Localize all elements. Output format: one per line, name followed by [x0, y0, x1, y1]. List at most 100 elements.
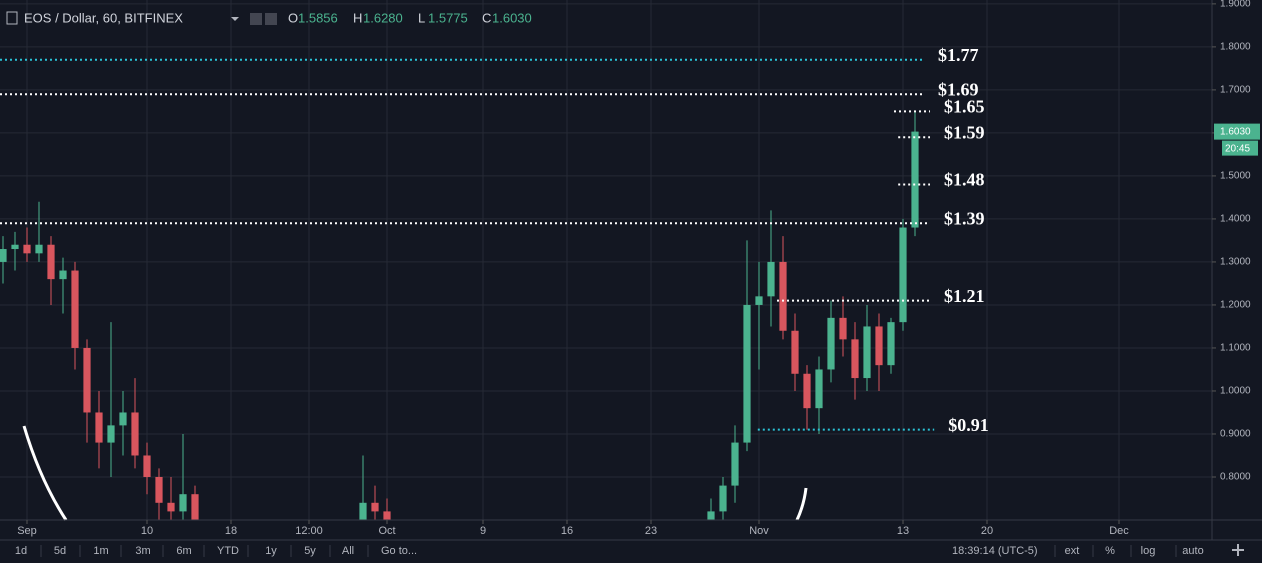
x-tick-label: 16: [561, 525, 573, 537]
level-label: $0.91: [948, 415, 989, 435]
last-price-box: [1214, 123, 1260, 140]
goto-button[interactable]: Go to...: [381, 545, 417, 557]
option-button[interactable]: log: [1141, 545, 1156, 557]
candle-body: [143, 455, 151, 477]
y-tick-label: 1.1000: [1220, 343, 1251, 354]
level-label: $1.48: [944, 170, 985, 190]
candle-body: [359, 502, 367, 520]
ohlc-key: C: [482, 10, 491, 25]
y-tick-label: 1.3000: [1220, 257, 1251, 268]
countdown: 20:45: [1225, 143, 1250, 154]
candle-body: [899, 227, 907, 323]
x-tick-label: 13: [897, 525, 909, 537]
candle-body: [35, 244, 43, 254]
range-button[interactable]: 5y: [304, 545, 316, 557]
level-label: $1.65: [944, 97, 985, 117]
ohlc-value: 1.5775: [428, 10, 468, 25]
candle-body: [0, 249, 7, 262]
y-tick-label: 0.8000: [1220, 472, 1251, 483]
ohlc-key: H: [353, 10, 362, 25]
x-tick-label: 23: [645, 525, 657, 537]
countdown-box: [1222, 140, 1258, 156]
y-tick-label: 1.7000: [1220, 85, 1251, 96]
candle-body: [743, 304, 751, 443]
range-button[interactable]: YTD: [217, 545, 239, 557]
levels: $1.77 $1.69$1.65 $1.59 $1.48 $1.39 $1.21 $0.91: [0, 45, 989, 435]
range-button[interactable]: 1d: [15, 545, 27, 557]
candles: [0, 111, 919, 520]
x-tick-label: 9: [480, 525, 486, 537]
candle-body: [59, 270, 67, 280]
ohlc-key: L: [418, 10, 425, 25]
range-button[interactable]: 1y: [265, 545, 277, 557]
candle-body: [911, 131, 919, 228]
settings-icon[interactable]: [1232, 544, 1244, 556]
x-tick-label: 10: [141, 525, 153, 537]
candle-body: [71, 270, 79, 348]
icon[interactable]: [265, 13, 277, 25]
menu-icon[interactable]: [6, 11, 18, 25]
icon[interactable]: [250, 13, 262, 25]
candle-body: [95, 412, 103, 443]
ohlc-key: O: [288, 10, 298, 25]
level-label: $1.77: [938, 45, 979, 65]
drawing-stroke: [22, 425, 68, 521]
drawing-stroke: [795, 487, 808, 521]
axes: 0.8000 0.9000 1.0000 1.1000 1.2000 1.3000 1.40…: [17, 0, 1260, 537]
candle-body: [167, 502, 175, 512]
candle-body: [887, 322, 895, 366]
x-tick-label: 20: [981, 525, 993, 537]
symbol-caret[interactable]: [231, 17, 239, 21]
candle-body: [875, 326, 883, 366]
candle-body: [371, 502, 379, 512]
y-tick-label: 1.9000: [1220, 0, 1251, 10]
candle-body: [863, 326, 871, 379]
option-button[interactable]: ext: [1065, 545, 1080, 557]
candle-body: [707, 511, 715, 520]
header: EOS / Dollar, 60, BITFINEX: [6, 10, 277, 25]
range-button[interactable]: 6m: [176, 545, 191, 557]
candle-body: [191, 494, 199, 520]
ohlc-value: 1.6280: [363, 10, 403, 25]
ohlc-value: 1.6030: [492, 10, 532, 25]
candle-body: [791, 330, 799, 374]
candle-body: [11, 244, 19, 250]
candle-body: [779, 261, 787, 331]
candle-body: [827, 317, 835, 370]
last-price-label: 1.6030: [1220, 126, 1251, 137]
level-label: $1.59: [944, 122, 985, 142]
x-tick-label: Dec: [1109, 525, 1129, 537]
x-tick-label: 18: [225, 525, 237, 537]
ohlc: O 1.5856 H 1.6280 L 1.5775 C 1.6030: [288, 10, 532, 25]
candle-body: [155, 476, 163, 503]
option-button[interactable]: auto: [1182, 545, 1203, 557]
y-tick-label: 1.4000: [1220, 214, 1251, 225]
range-button[interactable]: 3m: [135, 545, 150, 557]
y-tick-label: 1.8000: [1220, 42, 1251, 53]
y-tick-label: 1.5000: [1220, 171, 1251, 182]
candle-body: [755, 296, 763, 305]
level-label: $1.21: [944, 286, 985, 306]
option-button[interactable]: %: [1105, 545, 1115, 557]
x-tick-label: 12:00: [295, 525, 323, 537]
range-button[interactable]: 1m: [93, 545, 108, 557]
candle-body: [119, 412, 127, 426]
level-label: $1.69: [938, 79, 979, 99]
candle-body: [803, 373, 811, 409]
x-tick-label: Nov: [749, 525, 769, 537]
range-button[interactable]: All: [342, 545, 354, 557]
candle-body: [83, 347, 91, 413]
candle-body: [731, 442, 739, 486]
range-button[interactable]: 5d: [54, 545, 66, 557]
x-tick-label: Oct: [378, 525, 395, 537]
level-label: $1.39: [944, 208, 985, 228]
y-tick-label: 0.9000: [1220, 429, 1251, 440]
y-tick-label: 1.0000: [1220, 386, 1251, 397]
candle-body: [383, 511, 391, 520]
candle-body: [23, 244, 31, 254]
candle-body: [851, 339, 859, 379]
candle-body: [107, 425, 115, 443]
candle-body: [839, 317, 847, 340]
